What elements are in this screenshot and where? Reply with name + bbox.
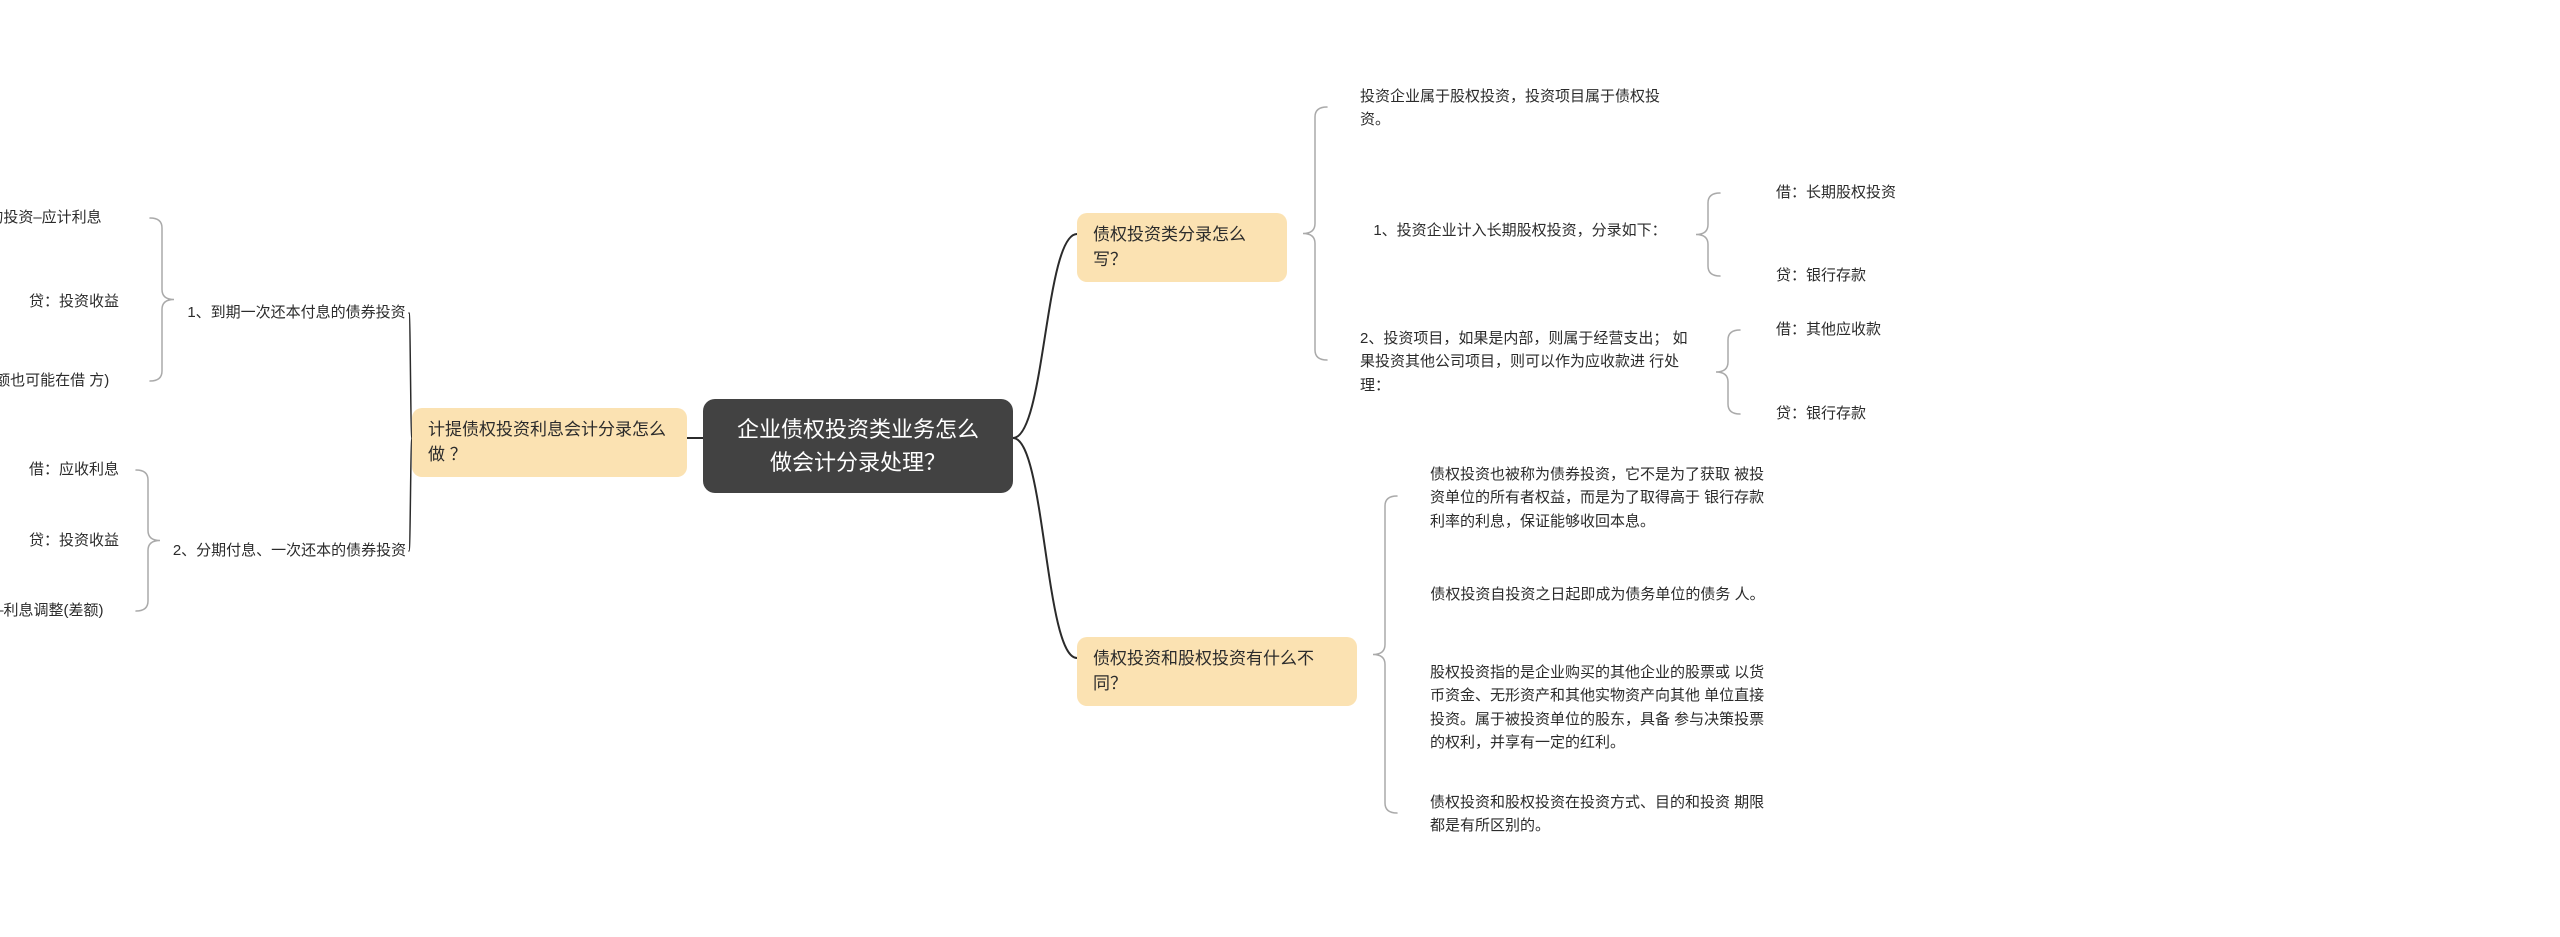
right-branch-1: 债权投资和股权投资有什么不同？ — [1077, 637, 1357, 706]
right-branch-0: 债权投资类分录怎么写？ — [1077, 213, 1287, 282]
left-leaf-1-2: 借或贷：持有至到期投资——利息调整(差额) — [0, 598, 116, 624]
right-sub-0-1: 1、投资企业计入长期股权投资，分录如下： — [1360, 218, 1680, 244]
right-leaf-0-1-1: 贷：银行存款 — [1771, 263, 1871, 289]
root: 企业债权投资类业务怎么 做会计分录处理？ — [703, 399, 1013, 493]
left-leaf-0-0: 借：持有至到期的投资–应计利息 — [0, 205, 115, 231]
left-sub-1: 2、分期付息、一次还本的债券投资 — [170, 536, 409, 566]
right-sub-0-0: 投资企业属于股权投资，投资项目属于债权投 资。 — [1360, 85, 1690, 132]
left-leaf-1-1: 贷：投资收益 — [24, 528, 124, 554]
right-leaf-0-2-1: 贷：银行存款 — [1771, 401, 1871, 427]
left-leaf-0-1: 贷：投资收益 — [24, 289, 124, 315]
right-sub-1-3: 债权投资和股权投资在投资方式、目的和投资 期限都是有所区别的。 — [1430, 791, 1765, 838]
left-branch: 计提债权投资利息会计分录怎么做 ？ — [412, 408, 687, 477]
right-sub-1-2: 股权投资指的是企业购买的其他企业的股票或 以货币资金、无形资产和其他实物资产向其… — [1430, 661, 1765, 754]
right-sub-1-1: 债权投资自投资之日起即成为债务单位的债务 人。 — [1430, 573, 1765, 617]
left-leaf-0-2: 持有至到期的投资–利息调整(差额也可能在借 方) — [0, 359, 113, 403]
right-sub-0-2: 2、投资项目，如果是内部，则属于经营支出； 如果投资其他公司项目，则可以作为应收… — [1360, 327, 1700, 397]
right-sub-1-0: 债权投资也被称为债券投资，它不是为了获取 被投资单位的所有者权益，而是为了取得高… — [1430, 463, 1765, 533]
left-leaf-1-0: 借：应收利息 — [24, 457, 124, 483]
right-leaf-0-1-0: 借：长期股权投资 — [1771, 180, 1901, 206]
right-leaf-0-2-0: 借：其他应收款 — [1771, 317, 1886, 343]
left-sub-0: 1、到期一次还本付息的债券投资 — [184, 298, 409, 328]
